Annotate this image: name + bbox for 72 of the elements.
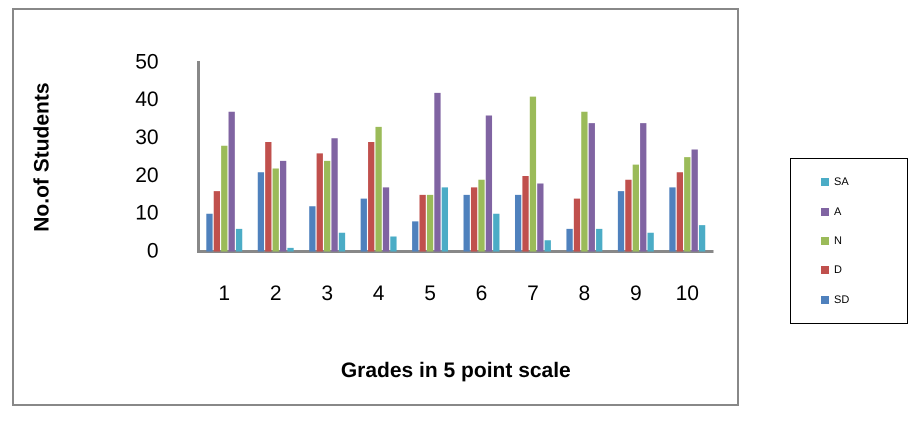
bar bbox=[338, 232, 346, 252]
bar bbox=[331, 138, 338, 252]
bar bbox=[522, 176, 529, 252]
bar bbox=[221, 146, 228, 252]
legend-label: D bbox=[834, 264, 842, 276]
bar bbox=[530, 96, 536, 252]
bar bbox=[316, 153, 323, 252]
bar bbox=[676, 172, 684, 252]
bar bbox=[412, 221, 418, 252]
legend-label: SD bbox=[834, 294, 850, 306]
x-tick-label: 9 bbox=[630, 282, 642, 305]
bar bbox=[442, 187, 448, 252]
bar bbox=[574, 198, 580, 252]
bar bbox=[390, 236, 397, 252]
bar bbox=[228, 112, 235, 252]
bar bbox=[280, 160, 286, 252]
bar bbox=[486, 116, 492, 252]
x-tick-label: 8 bbox=[578, 282, 590, 305]
bar bbox=[464, 194, 470, 252]
bar bbox=[588, 123, 595, 252]
x-tick-label: 3 bbox=[321, 282, 334, 305]
x-axis-title: Grades in 5 point scale bbox=[340, 359, 571, 382]
y-tick-label: 30 bbox=[135, 126, 159, 149]
bar bbox=[581, 112, 588, 252]
bar bbox=[537, 184, 544, 252]
bar bbox=[426, 194, 434, 252]
bar bbox=[382, 187, 390, 252]
bar bbox=[272, 168, 279, 252]
bar bbox=[265, 142, 272, 252]
x-tick-label: 10 bbox=[676, 282, 699, 305]
bar bbox=[632, 164, 639, 252]
bar bbox=[375, 126, 382, 252]
bar bbox=[236, 228, 242, 252]
x-tick-label: 6 bbox=[476, 282, 488, 305]
bar bbox=[420, 194, 426, 252]
bar bbox=[324, 160, 330, 252]
x-tick-label: 4 bbox=[372, 282, 385, 305]
legend-label: N bbox=[834, 234, 842, 247]
y-axis-title: No.of Students bbox=[30, 82, 54, 232]
bar bbox=[258, 172, 264, 252]
legend-label: A bbox=[834, 206, 842, 218]
y-tick-label: 20 bbox=[135, 164, 159, 187]
bar bbox=[434, 92, 441, 252]
bar bbox=[309, 206, 316, 252]
y-tick-label: 50 bbox=[135, 50, 159, 74]
bar bbox=[544, 240, 551, 252]
x-tick-label: 1 bbox=[218, 282, 230, 305]
x-tick-label: 7 bbox=[527, 282, 539, 305]
bar bbox=[478, 180, 485, 252]
legend-label: SA bbox=[834, 176, 849, 188]
bar bbox=[684, 157, 690, 252]
bar bbox=[514, 194, 522, 252]
y-tick-label: 0 bbox=[146, 239, 159, 262]
bar bbox=[596, 228, 602, 252]
bar bbox=[669, 187, 676, 252]
bar bbox=[698, 225, 706, 252]
y-tick-label: 10 bbox=[135, 202, 159, 225]
bar bbox=[625, 180, 632, 252]
bar bbox=[206, 214, 213, 252]
bar bbox=[640, 123, 646, 252]
bar bbox=[566, 228, 573, 252]
x-tick-label: 5 bbox=[424, 282, 436, 305]
x-tick-label: 2 bbox=[270, 282, 282, 305]
bar bbox=[493, 214, 500, 252]
bar bbox=[360, 198, 367, 252]
bar bbox=[692, 150, 698, 252]
bar bbox=[470, 187, 478, 252]
bar bbox=[618, 191, 624, 252]
bar bbox=[214, 191, 220, 252]
bar bbox=[648, 232, 654, 252]
y-tick-label: 40 bbox=[135, 88, 159, 112]
bar bbox=[368, 142, 374, 252]
